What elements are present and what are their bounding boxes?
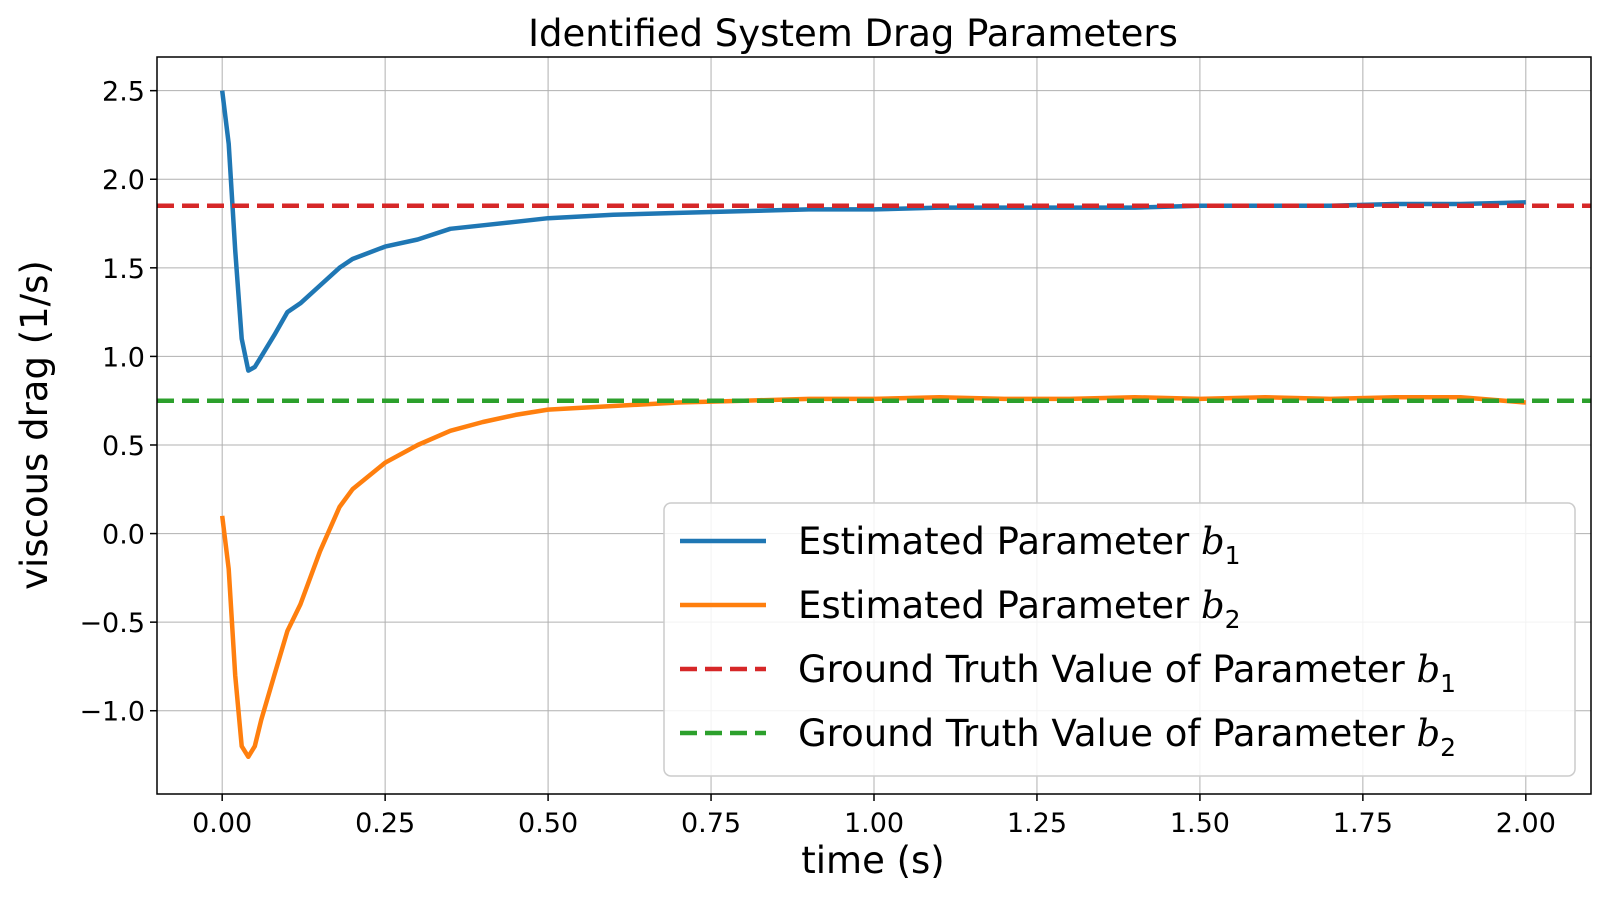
x-axis-label: time (s) [801, 839, 945, 882]
x-tick-label: 0.00 [192, 808, 252, 839]
legend-label-text: Ground Truth Value of Parameter [798, 648, 1416, 691]
x-axis-ticks: 0.00 0.25 0.50 0.75 1.00 1.25 1.50 1.75 2.00 [192, 794, 1556, 839]
x-tick-label: 1.75 [1333, 808, 1393, 839]
legend-label-1: Estimated Parameter b1 [798, 520, 1241, 570]
legend-label-4: Ground Truth Value of Parameter b2 [798, 712, 1456, 762]
legend-label-subscript: 1 [1440, 669, 1456, 698]
legend-label-text: Estimated Parameter [798, 520, 1201, 563]
legend-label-symbol: b [1201, 584, 1225, 627]
x-tick-label: 0.75 [681, 808, 741, 839]
y-axis-ticks: −1.0 −0.5 0.0 0.5 1.0 1.5 2.0 2.5 [79, 77, 157, 728]
y-tick-label: −1.0 [79, 697, 145, 728]
series-layer [157, 90, 1591, 760]
legend-label-symbol: b [1201, 520, 1225, 563]
legend-label-2: Estimated Parameter b2 [798, 584, 1241, 634]
y-axis-label: viscous drag (1/s) [13, 260, 56, 590]
x-tick-label: 0.25 [355, 808, 415, 839]
series-line-2 [219, 394, 1526, 760]
legend-label-3: Ground Truth Value of Parameter b1 [798, 648, 1456, 698]
legend-label-subscript: 1 [1225, 541, 1241, 570]
x-tick-label: 1.25 [1007, 808, 1067, 839]
legend-label-subscript: 2 [1440, 733, 1456, 762]
y-tick-label: −0.5 [79, 608, 145, 639]
y-tick-label: 0.5 [102, 431, 145, 462]
x-tick-label: 1.00 [844, 808, 904, 839]
x-tick-label: 0.50 [518, 808, 578, 839]
y-tick-label: 1.0 [102, 342, 145, 373]
x-tick-label: 2.00 [1496, 808, 1556, 839]
legend-box [663, 502, 1576, 777]
chart-title: Identified System Drag Parameters [528, 12, 1178, 55]
y-tick-label: 2.0 [102, 165, 145, 196]
legend-label-text: Ground Truth Value of Parameter [798, 712, 1416, 755]
y-tick-label: 0.0 [102, 520, 145, 551]
legend-label-subscript: 2 [1225, 605, 1241, 634]
legend-label-text: Estimated Parameter [798, 584, 1201, 627]
y-tick-label: 2.5 [102, 77, 145, 108]
legend-label-symbol: b [1416, 648, 1440, 691]
legend-label-symbol: b [1416, 712, 1440, 755]
y-tick-label: 1.5 [102, 254, 145, 285]
x-tick-label: 1.50 [1170, 808, 1230, 839]
